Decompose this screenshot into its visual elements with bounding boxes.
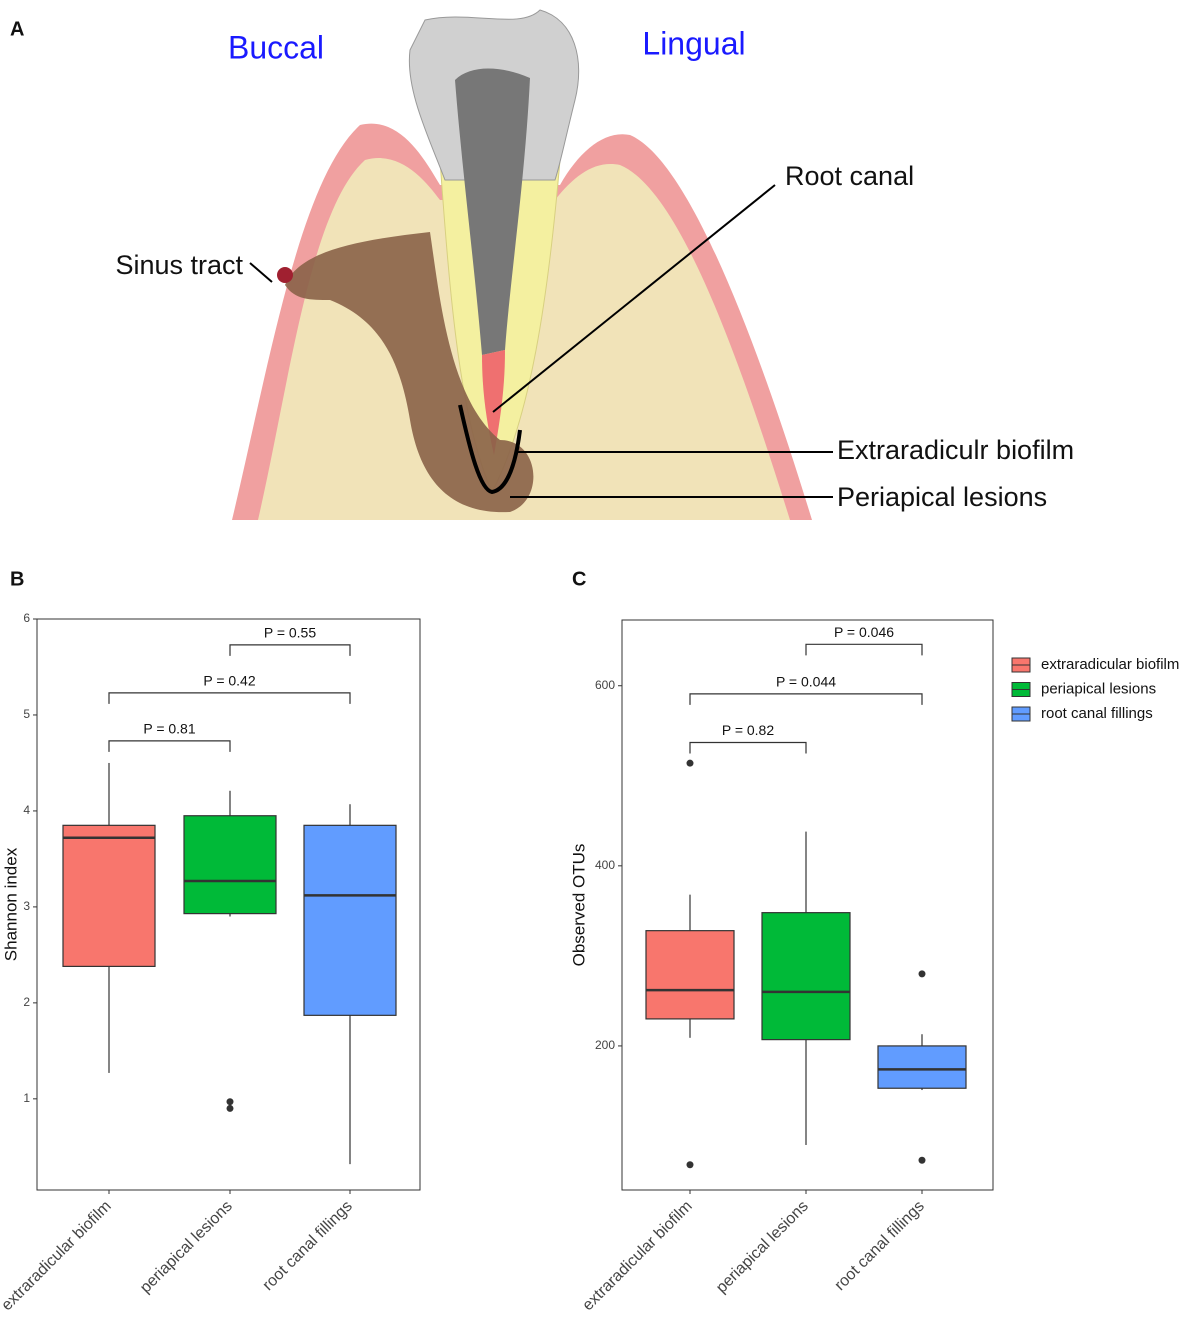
panel-label: A xyxy=(10,18,24,40)
outlier xyxy=(226,1098,234,1106)
bracket xyxy=(108,692,351,704)
y-tick-label: 200 xyxy=(595,1038,615,1052)
y-tick-label: 6 xyxy=(23,611,30,625)
box xyxy=(303,824,397,1016)
x-tick-label: root canal fillings xyxy=(260,1198,356,1294)
side-label: Buccal xyxy=(228,29,324,65)
bracket xyxy=(108,740,231,752)
sinus-opening xyxy=(277,267,293,283)
y-tick-label: 400 xyxy=(595,858,615,872)
x-tick-label: periapical lesions xyxy=(137,1198,236,1297)
diagram-label: Sinus tract xyxy=(115,250,243,280)
y-tick-label: 1 xyxy=(23,1091,30,1105)
diagram-label: Root canal xyxy=(785,161,914,191)
diagram-label: Periapical lesions xyxy=(837,482,1047,512)
panel-label: C xyxy=(572,568,586,590)
box xyxy=(877,1045,967,1089)
box-chart: C 200 400 600 Observed OTUs extraradicular bi… xyxy=(569,568,1179,1314)
p-value: P = 0.82 xyxy=(722,722,775,738)
bracket xyxy=(229,644,351,656)
p-value: P = 0.42 xyxy=(203,673,256,689)
y-tick-label: 3 xyxy=(23,899,30,913)
side-label: Lingual xyxy=(642,25,745,61)
canal xyxy=(482,350,505,455)
box-chart: B 1 2 3 4 5 6 Shannon index extraradicular biofi… xyxy=(0,568,421,1314)
x-tick-label: extraradicular biofilm xyxy=(0,1198,115,1314)
plot-frame xyxy=(36,618,421,1191)
y-tick-label: 5 xyxy=(23,707,30,721)
pulp xyxy=(455,68,530,355)
box xyxy=(62,824,156,967)
bracket xyxy=(689,693,923,705)
y-tick-label: 600 xyxy=(595,678,615,692)
x-tick-label: extraradicular biofilm xyxy=(579,1198,695,1314)
outlier xyxy=(686,1161,694,1169)
plot-frame xyxy=(621,619,994,1191)
p-value: P = 0.55 xyxy=(264,625,317,641)
outlier xyxy=(918,1156,926,1164)
box xyxy=(183,815,277,915)
x-tick-label: periapical lesions xyxy=(713,1198,812,1297)
outlier xyxy=(686,759,694,767)
bracket xyxy=(805,643,923,656)
outlier xyxy=(226,1104,234,1112)
diagram-label: Extraradiculr biofilm xyxy=(837,435,1074,465)
lesion xyxy=(285,232,534,513)
legend-label: periapical lesions xyxy=(1041,680,1156,697)
x-tick-label: root canal fillings xyxy=(832,1198,928,1294)
box xyxy=(645,930,735,1020)
y-axis-label: Shannon index xyxy=(1,847,20,961)
y-axis-label: Observed OTUs xyxy=(569,844,588,967)
panel-label: B xyxy=(10,568,24,590)
biofilm xyxy=(458,404,522,495)
p-value: P = 0.046 xyxy=(834,624,894,640)
y-tick-label: 4 xyxy=(23,803,30,817)
box xyxy=(761,912,851,1041)
legend-label: root canal fillings xyxy=(1041,705,1153,722)
p-value: P = 0.81 xyxy=(143,721,196,737)
bracket xyxy=(689,741,807,754)
outlier xyxy=(918,970,926,978)
diagram: A Buccal Lingual Root canal Sinus tract … xyxy=(10,9,1074,521)
p-value: P = 0.044 xyxy=(776,674,836,690)
legend-label: extraradicular biofilm xyxy=(1041,656,1179,673)
y-tick-label: 2 xyxy=(23,995,30,1009)
leader-lines xyxy=(249,184,833,498)
